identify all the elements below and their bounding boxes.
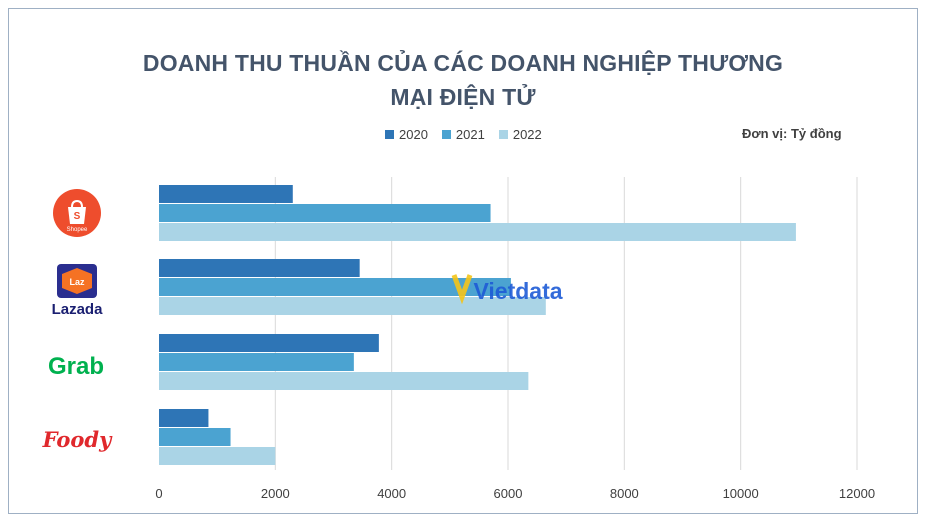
legend-label: 2020 (399, 127, 428, 142)
svg-text:Shopee: Shopee (67, 227, 88, 233)
foody-logo: Foody (40, 424, 114, 456)
vietdata-watermark: Vietdata (450, 267, 580, 307)
lazada-logo: Laz Lazada (40, 262, 114, 318)
legend-swatch (498, 130, 508, 139)
svg-text:Laz: Laz (69, 277, 85, 287)
legend-item-2022: 2022 (498, 127, 542, 142)
chart-title-line-2: MẠI ĐIỆN TỬ (390, 84, 536, 110)
legend-label: 2022 (512, 127, 542, 142)
x-tick-label: 0 (155, 486, 162, 501)
x-tick-label: 4000 (377, 486, 406, 501)
svg-text:Vietdata: Vietdata (473, 278, 562, 304)
bar-foody-2022 (159, 447, 276, 465)
x-tick-label: 6000 (494, 486, 523, 501)
bar-shopee-2021 (159, 204, 491, 222)
chart-title-line-1: DOANH THU THUẦN CỦA CÁC DOANH NGHIỆP THƯ… (142, 50, 784, 76)
legend-swatch (441, 130, 451, 139)
bar-foody-2021 (159, 428, 231, 446)
legend-label: 2021 (455, 127, 485, 142)
shopee-logo: S Shopee (53, 189, 101, 237)
x-tick-label: 10000 (723, 486, 759, 501)
svg-text:Lazada: Lazada (52, 301, 104, 318)
svg-text:S: S (74, 211, 81, 222)
chart-title: DOANH THU THUẦN CỦA CÁC DOANH NGHIỆP THƯ… (0, 46, 926, 114)
bar-grab-2021 (159, 353, 354, 371)
svg-text:Foody: Foody (42, 427, 113, 452)
bar-lazada-2022 (159, 297, 546, 315)
x-tick-label: 8000 (610, 486, 639, 501)
bar-lazada-2020 (159, 259, 360, 277)
legend-item-2021: 2021 (441, 127, 485, 142)
bar-grab-2020 (159, 334, 379, 352)
bar-foody-2020 (159, 409, 209, 427)
x-tick-label: 12000 (839, 486, 875, 501)
svg-text:Grab: Grab (48, 353, 104, 380)
bar-grab-2022 (159, 372, 529, 390)
legend-item-2020: 2020 (385, 127, 428, 142)
unit-label: Đơn vị: Tỷ đồng (742, 126, 842, 141)
bar-shopee-2020 (159, 185, 293, 203)
bar-shopee-2022 (159, 223, 796, 241)
x-tick-label: 2000 (261, 486, 290, 501)
bar-lazada-2021 (159, 278, 511, 296)
grab-logo: Grab (44, 350, 108, 382)
legend-swatch (385, 130, 394, 139)
chart-legend: 2020 2021 2022 (385, 127, 542, 142)
